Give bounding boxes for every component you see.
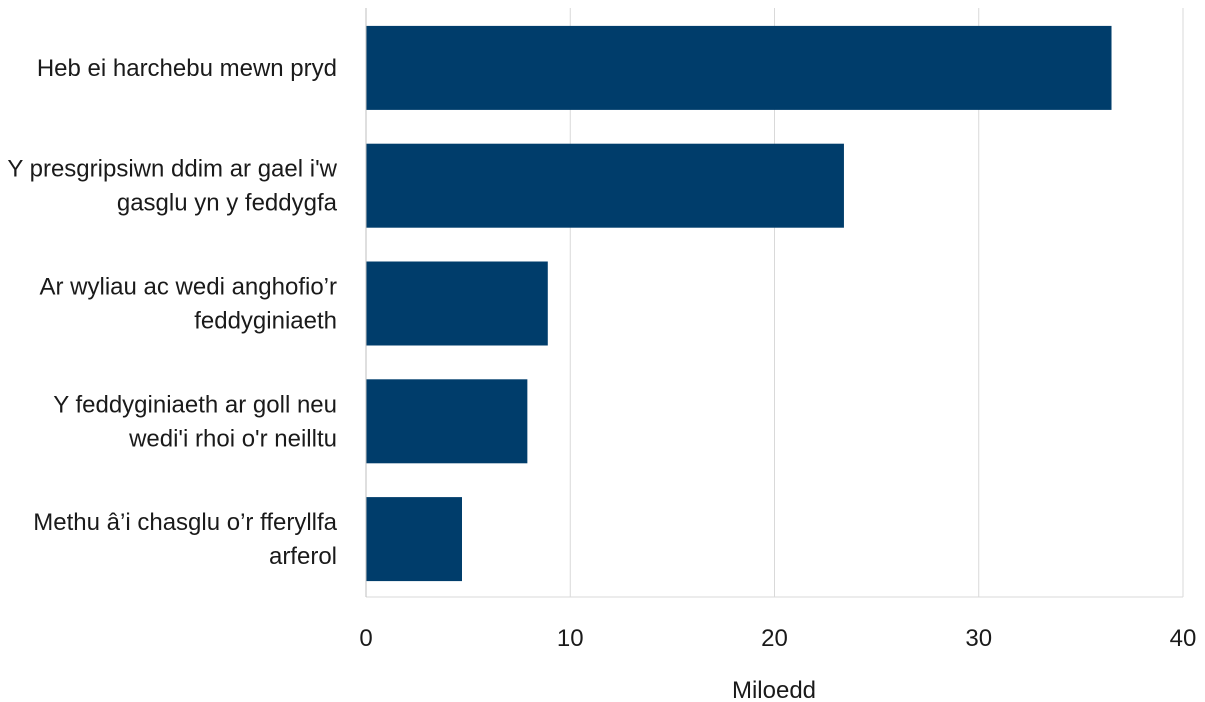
bar	[366, 379, 528, 464]
y-tick-label: Methu â’i chasglu o’r fferyllfa arferol	[33, 509, 337, 570]
y-tick-label: Y feddyginiaeth ar goll neu wedi'i rhoi o…	[53, 391, 337, 452]
bar	[366, 143, 844, 228]
x-tick-label: 20	[761, 625, 788, 652]
x-tick-label: 30	[965, 625, 992, 652]
y-tick-label: Heb ei harchebu mewn pryd	[37, 55, 337, 82]
x-tick-label: 40	[1170, 625, 1197, 652]
y-tick-label: Y presgripsiwn ddim ar gael i'w gasglu yn…	[7, 156, 337, 217]
bar	[366, 497, 462, 582]
bar	[366, 25, 1112, 110]
y-tick-label: Ar wyliau ac wedi anghofio’r feddyginiaet…	[40, 274, 337, 335]
x-axis-label: Miloedd	[732, 677, 816, 702]
x-tick-label: 10	[557, 625, 584, 652]
bar	[366, 261, 548, 346]
x-tick-label: 0	[359, 625, 372, 652]
